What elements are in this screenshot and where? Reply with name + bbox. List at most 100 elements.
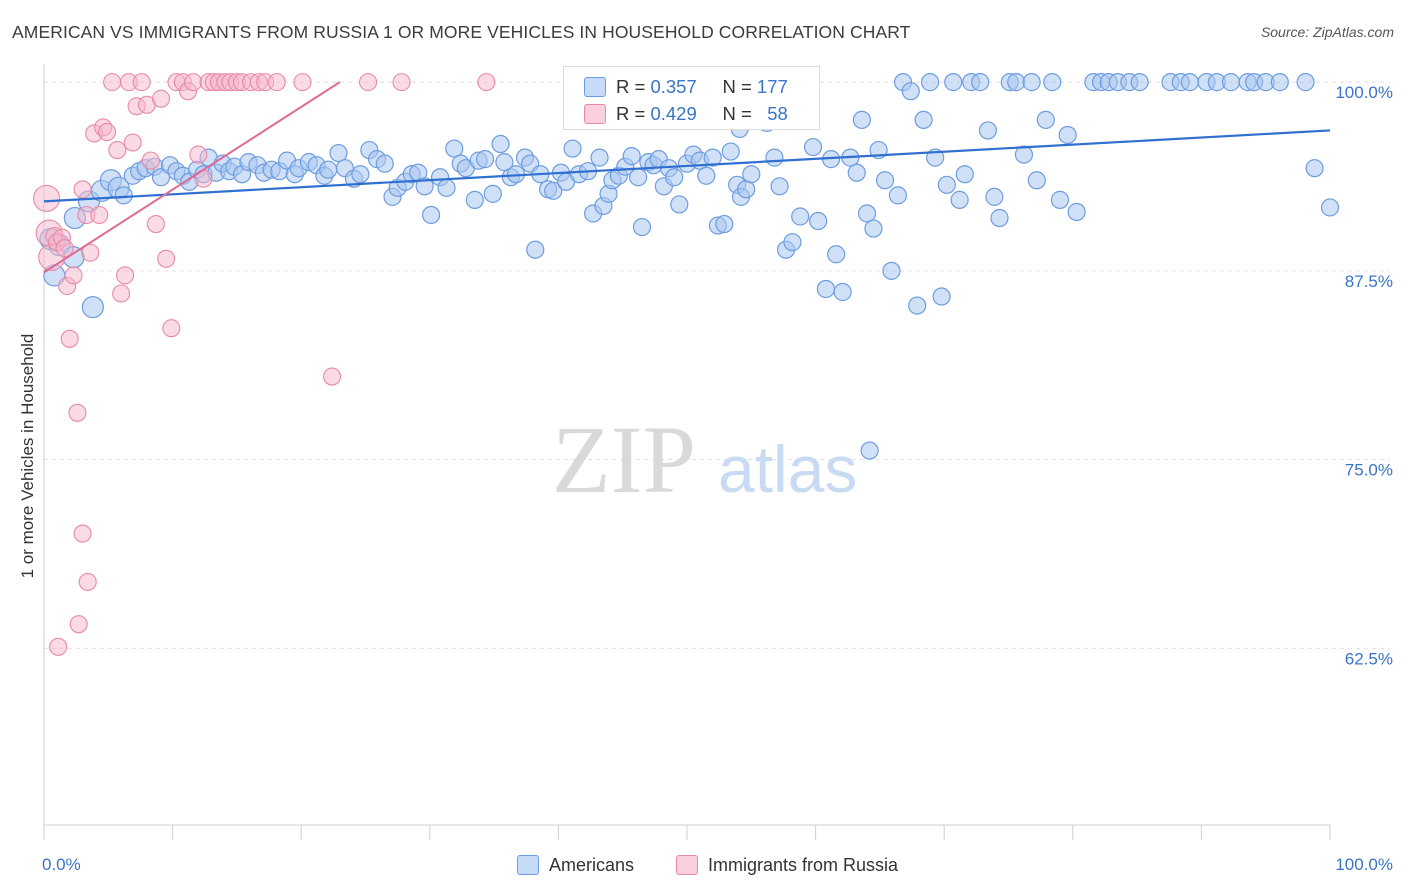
data-point-americans	[971, 73, 990, 92]
data-point-russia	[146, 215, 165, 234]
data-point-americans	[737, 180, 756, 199]
data-point-americans	[483, 184, 502, 203]
data-point-americans	[791, 207, 810, 226]
data-point-americans	[816, 279, 835, 299]
data-point-americans	[1022, 73, 1041, 92]
data-point-americans	[703, 148, 722, 167]
data-point-americans	[475, 150, 495, 169]
data-point-americans	[955, 165, 974, 184]
data-point-americans	[920, 73, 940, 92]
data-point-russia	[477, 73, 496, 92]
data-point-americans	[990, 208, 1009, 228]
data-point-americans	[1221, 73, 1241, 92]
data-point-americans	[665, 168, 684, 187]
data-point-americans	[860, 441, 879, 460]
x-tick-label: 100.0%	[1335, 855, 1393, 874]
x-tick-label: 0.0%	[42, 855, 81, 874]
bottom-legend-americans[interactable]: Americans	[517, 850, 634, 880]
series-americans-points	[39, 73, 1340, 460]
data-point-russia	[323, 367, 342, 386]
series-russia-points	[33, 73, 496, 656]
data-point-americans	[465, 190, 484, 209]
data-point-americans	[1305, 159, 1324, 178]
data-point-americans	[1007, 73, 1026, 92]
y-tick-label: 100.0%	[1335, 83, 1393, 102]
data-point-americans	[445, 139, 464, 158]
data-point-americans	[114, 186, 133, 205]
data-point-americans	[932, 287, 951, 306]
data-point-americans	[491, 134, 510, 154]
data-point-americans	[1014, 145, 1034, 164]
legend-r-value-russia: 0.429	[650, 103, 697, 124]
trend-lines	[43, 81, 1331, 274]
data-point-americans	[882, 261, 901, 280]
bottom-legend-russia[interactable]: Immigrants from Russia	[676, 850, 898, 880]
data-point-russia	[123, 133, 142, 152]
data-point-americans	[770, 177, 789, 196]
data-point-russia	[90, 205, 109, 225]
data-point-americans	[1036, 110, 1055, 129]
data-point-americans	[875, 171, 895, 190]
trend-line-russia	[43, 81, 341, 274]
data-point-americans	[421, 205, 441, 225]
watermark-zip: ZIP	[552, 406, 696, 513]
data-point-russia	[184, 73, 203, 92]
data-point-russia	[392, 73, 411, 92]
correlation-legend: R = 0.357 N = 177 R = 0.429 N = 58	[563, 66, 820, 130]
data-point-russia	[103, 73, 122, 92]
y-tick-label: 87.5%	[1345, 272, 1393, 291]
data-point-americans	[375, 154, 394, 173]
data-point-russia	[69, 615, 88, 634]
data-point-americans	[783, 233, 802, 252]
legend-swatch-americans	[517, 855, 539, 875]
data-point-americans	[437, 178, 456, 197]
data-point-americans	[937, 175, 956, 194]
data-point-russia	[60, 329, 79, 348]
legend-r-label: R =	[616, 76, 646, 97]
data-point-americans	[622, 147, 641, 166]
legend-swatch-americans	[584, 77, 606, 97]
data-point-americans	[901, 82, 920, 101]
data-point-americans	[1296, 73, 1315, 92]
data-point-americans	[985, 187, 1004, 206]
watermark-atlas: atlas	[718, 432, 857, 506]
legend-n-label: N =	[722, 76, 752, 97]
data-point-americans	[944, 73, 963, 92]
data-point-americans	[1180, 73, 1199, 92]
data-point-russia	[293, 73, 312, 92]
data-point-americans	[351, 165, 370, 184]
data-point-americans	[1067, 202, 1086, 222]
data-point-americans	[495, 153, 514, 172]
data-point-russia	[68, 403, 87, 422]
data-point-americans	[864, 219, 883, 238]
data-point-russia	[73, 180, 92, 199]
data-point-americans	[415, 177, 434, 196]
data-point-americans	[526, 240, 545, 259]
data-point-americans	[629, 168, 648, 187]
data-point-americans	[697, 166, 716, 185]
legend-swatch-russia	[676, 855, 698, 875]
data-point-russia	[132, 73, 151, 92]
chart-title: AMERICAN VS IMMIGRANTS FROM RUSSIA 1 OR …	[12, 22, 911, 42]
tick-labels: 62.5% 75.0% 87.5% 100.0% 0.0% 100.0%	[42, 83, 1393, 874]
data-point-americans	[81, 295, 104, 319]
data-point-americans	[1320, 198, 1340, 217]
data-point-americans	[721, 142, 740, 161]
source-label: Source: ZipAtlas.com	[1260, 24, 1394, 40]
data-point-russia	[267, 73, 286, 92]
data-point-americans	[1043, 73, 1062, 92]
data-point-americans	[978, 121, 998, 140]
data-point-americans	[1058, 125, 1077, 145]
legend-r-label: R =	[616, 103, 646, 124]
data-point-americans	[950, 190, 969, 209]
data-point-americans	[632, 217, 652, 237]
data-point-russia	[112, 284, 131, 303]
data-point-americans	[1027, 171, 1046, 190]
data-point-russia	[73, 524, 92, 543]
data-point-americans	[563, 139, 582, 158]
legend-r-value-americans: 0.357	[650, 76, 697, 97]
data-point-americans	[1050, 190, 1070, 209]
data-point-americans	[888, 186, 908, 205]
data-point-americans	[765, 148, 784, 167]
